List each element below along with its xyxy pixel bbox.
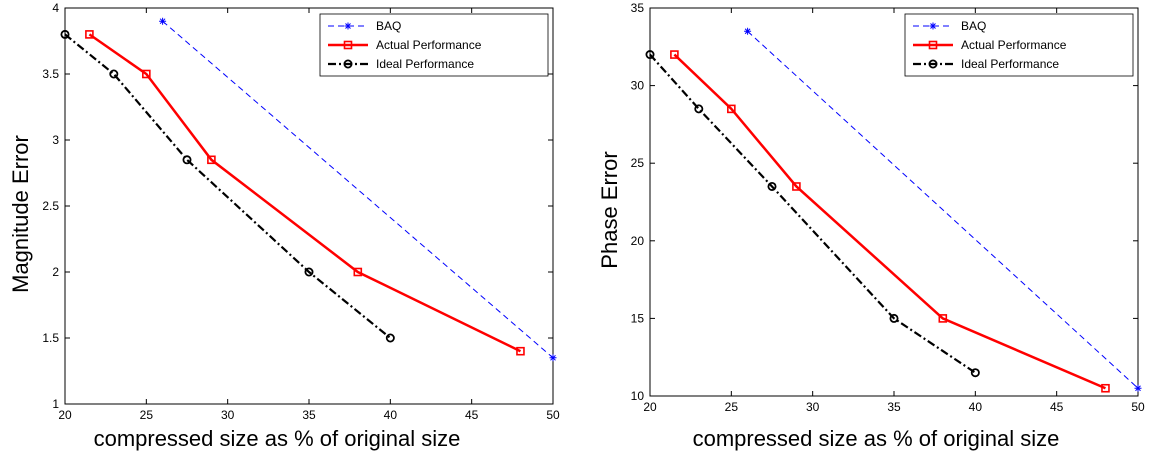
data-point [182, 155, 192, 165]
data-point [85, 30, 94, 39]
data-point [60, 29, 70, 39]
legend-label: Actual Performance [376, 38, 482, 52]
x-tick-label: 25 [140, 408, 154, 422]
x-tick-label: 35 [887, 400, 901, 414]
data-point [889, 313, 899, 323]
legend-marker [343, 59, 353, 69]
legend-marker [344, 22, 352, 30]
y-tick-label: 3.5 [42, 67, 59, 81]
series-ideal-performance [645, 50, 980, 378]
y-tick-label: 30 [631, 79, 645, 93]
data-point [645, 50, 655, 60]
y-tick-label: 15 [631, 311, 645, 325]
data-point [304, 267, 314, 277]
legend-marker [343, 40, 353, 50]
x-axis-label: compressed size as % of original size [94, 426, 461, 451]
x-tick-label: 50 [546, 408, 560, 422]
series-line [747, 30, 1139, 389]
y-tick-label: 20 [631, 234, 645, 248]
legend-label: Actual Performance [961, 38, 1067, 52]
x-tick-label: 20 [58, 408, 72, 422]
y-axis-label: Magnitude Error [8, 135, 33, 293]
data-point [516, 346, 525, 356]
legend-label: Ideal Performance [376, 57, 474, 71]
data-point [142, 69, 151, 79]
legend: BAQ Actual Performance Ideal Performance [319, 13, 549, 77]
data-point [970, 368, 980, 378]
legend-label: BAQ [376, 19, 401, 33]
data-point [1134, 384, 1142, 392]
data-point [549, 354, 557, 362]
x-tick-label: 45 [1050, 400, 1064, 414]
legend: BAQ Actual Performance Ideal Performance [904, 13, 1134, 77]
y-tick-label: 2 [52, 265, 59, 279]
data-point [792, 182, 801, 191]
data-point [744, 27, 752, 35]
x-tick-label: 45 [465, 408, 479, 422]
data-point [159, 17, 167, 25]
x-axis-label: compressed size as % of original size [693, 426, 1060, 451]
series-baq [744, 27, 1142, 392]
x-tick-label: 20 [643, 400, 657, 414]
legend-marker [929, 22, 937, 30]
series-actual-performance [85, 30, 525, 356]
data-point [353, 267, 363, 277]
legend-label: BAQ [961, 19, 986, 33]
data-point [727, 104, 736, 114]
x-tick-label: 25 [725, 400, 739, 414]
magnitude-error-chart: 20 25 30 35 40 45 50 1 1.5 2 2.5 3 3.5 4 Magnitude Err… [8, 1, 560, 451]
y-tick-label: 4 [52, 1, 59, 15]
x-tick-label: 30 [221, 408, 235, 422]
y-tick-label: 1 [52, 397, 59, 411]
series-line [162, 20, 554, 359]
data-point [1101, 383, 1110, 393]
legend-marker [928, 59, 938, 69]
series-baq [159, 17, 557, 362]
y-tick-label: 3 [52, 133, 59, 147]
series-line [673, 53, 1106, 390]
data-point [385, 333, 395, 343]
legend-label: Ideal Performance [961, 57, 1059, 71]
x-tick-label: 40 [969, 400, 983, 414]
series-line [88, 33, 522, 353]
x-tick-label: 50 [1131, 400, 1145, 414]
data-point [694, 104, 704, 114]
x-tick-label: 30 [806, 400, 820, 414]
y-tick-label: 35 [631, 1, 645, 15]
series-ideal-performance [60, 29, 395, 343]
legend-marker [928, 40, 938, 50]
data-point [109, 69, 119, 79]
y-tick-label: 25 [631, 156, 645, 170]
data-point [767, 181, 777, 191]
series-line [649, 53, 976, 374]
x-tick-label: 35 [302, 408, 316, 422]
y-tick-label: 1.5 [42, 331, 59, 345]
data-point [670, 50, 679, 59]
phase-error-chart: 20 25 30 35 40 45 50 10 15 20 25 30 35 Phase Error com… [597, 1, 1145, 451]
x-tick-label: 40 [384, 408, 398, 422]
y-axis-label: Phase Error [597, 151, 622, 268]
data-point [207, 155, 216, 165]
data-point [938, 314, 948, 323]
series-actual-performance [670, 50, 1110, 393]
y-tick-label: 10 [631, 389, 645, 403]
y-tick-label: 2.5 [42, 199, 59, 213]
